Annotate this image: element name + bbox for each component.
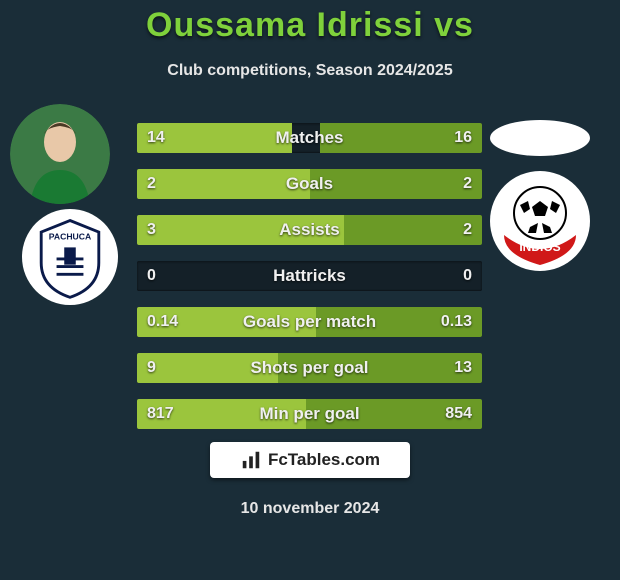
stat-row-goals: 22Goals xyxy=(137,169,482,199)
club-right-name: INDIOS xyxy=(519,240,560,254)
stat-row-goals-per-match: 0.140.13Goals per match xyxy=(137,307,482,337)
avatar-left-svg xyxy=(10,104,110,204)
stat-label-goals: Goals xyxy=(137,169,482,199)
club-right-badge: INDIOS xyxy=(490,171,590,271)
stat-label-hattricks: Hattricks xyxy=(137,261,482,291)
stat-row-hattricks: 00Hattricks xyxy=(137,261,482,291)
stat-row-assists: 32Assists xyxy=(137,215,482,245)
page-title: Oussama Idrissi vs xyxy=(0,6,620,45)
stat-label-min-per-goal: Min per goal xyxy=(137,399,482,429)
club-left-badge: PACHUCA xyxy=(22,209,118,305)
comparison-infographic: Oussama Idrissi vs Club competitions, Se… xyxy=(0,0,620,580)
footer-brand-text: FcTables.com xyxy=(268,450,380,470)
player-right-avatar-placeholder xyxy=(490,120,590,156)
stat-row-shots-per-goal: 913Shots per goal xyxy=(137,353,482,383)
chart-icon-bar3 xyxy=(256,452,260,469)
chart-icon xyxy=(240,449,262,471)
chart-icon-bar2 xyxy=(249,456,253,468)
club-left-name: PACHUCA xyxy=(49,232,92,242)
footer-date: 10 november 2024 xyxy=(0,500,620,518)
club-left-svg: PACHUCA xyxy=(22,209,118,305)
club-left-tower xyxy=(64,247,76,264)
footer-brand-badge: FcTables.com xyxy=(210,442,410,478)
stat-row-min-per-goal: 817854Min per goal xyxy=(137,399,482,429)
page-subtitle: Club competitions, Season 2024/2025 xyxy=(0,62,620,80)
player-left-avatar xyxy=(10,104,110,204)
stat-row-matches: 1416Matches xyxy=(137,123,482,153)
avatar-left-face xyxy=(44,122,76,162)
club-right-svg: INDIOS xyxy=(490,171,590,271)
stat-label-matches: Matches xyxy=(137,123,482,153)
stat-bars: 1416Matches 22Goals 32Assists 00Hattricks 0.… xyxy=(137,123,482,445)
stat-label-goals-per-match: Goals per match xyxy=(137,307,482,337)
chart-icon-bar1 xyxy=(243,461,247,468)
stat-label-shots-per-goal: Shots per goal xyxy=(137,353,482,383)
stat-label-assists: Assists xyxy=(137,215,482,245)
